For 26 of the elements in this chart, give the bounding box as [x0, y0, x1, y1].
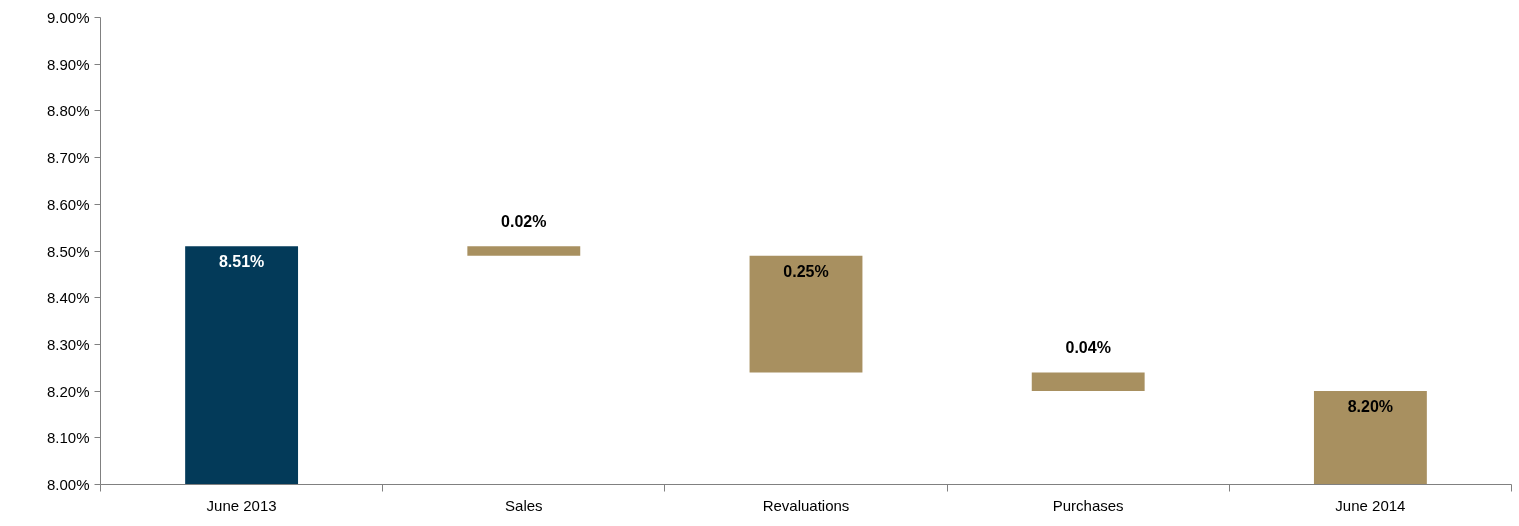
- x-tick-label: Sales: [505, 496, 543, 514]
- y-tick-label: 8.10%: [46, 429, 90, 447]
- y-tick-label: 8.90%: [46, 55, 90, 73]
- y-tick-label: 8.00%: [46, 476, 90, 493]
- bar: [1031, 372, 1145, 392]
- data-label: 0.25%: [783, 262, 829, 280]
- x-tick-label: June 2014: [1335, 496, 1406, 514]
- bar: [1313, 391, 1427, 485]
- y-tick-label: 8.80%: [46, 102, 90, 120]
- data-label: 8.51%: [218, 253, 265, 271]
- data-label: 0.04%: [1065, 339, 1111, 357]
- y-tick-label: 8.60%: [46, 195, 90, 213]
- bar: [185, 246, 299, 485]
- x-tick-label: Purchases: [1052, 496, 1124, 514]
- y-tick-label: 8.50%: [46, 242, 90, 260]
- x-tick-label: Revaluations: [762, 496, 850, 514]
- x-tick-label: June 2013: [206, 496, 277, 514]
- y-tick-label: 8.70%: [46, 149, 90, 167]
- y-tick-label: 9.00%: [46, 9, 90, 26]
- bar: [467, 246, 581, 256]
- data-label: 0.02%: [501, 212, 547, 230]
- y-tick-label: 8.20%: [46, 382, 90, 400]
- data-label: 8.20%: [1347, 398, 1394, 416]
- bar: [749, 255, 863, 373]
- y-tick-label: 8.40%: [46, 289, 90, 307]
- y-tick-label: 8.30%: [46, 335, 90, 353]
